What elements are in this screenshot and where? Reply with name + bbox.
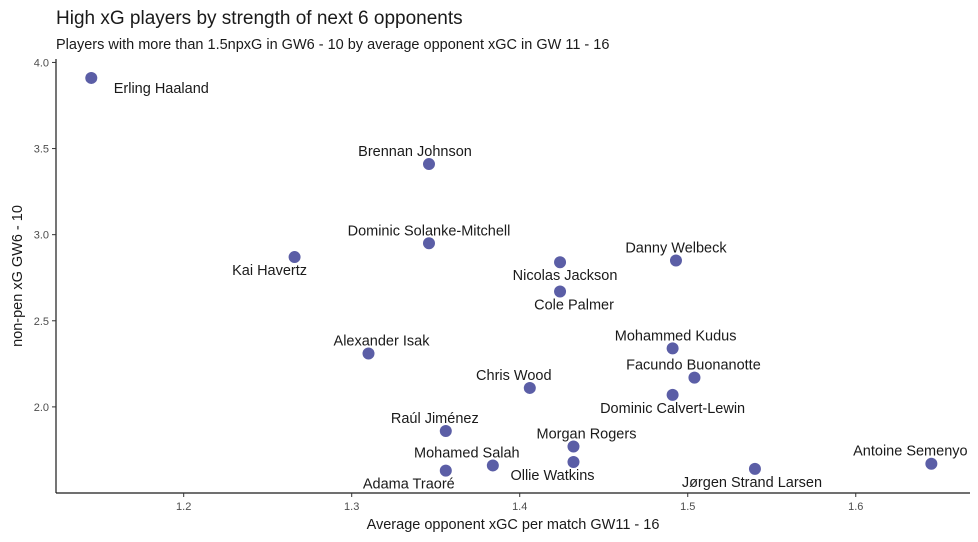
y-tick-label: 2.5	[34, 316, 49, 328]
chart-title: High xG players by strength of next 6 op…	[56, 8, 463, 29]
data-point	[439, 464, 452, 477]
point-label: Antoine Semenyo	[853, 444, 967, 460]
data-point	[925, 457, 938, 470]
data-point	[523, 381, 536, 394]
point-label: Morgan Rogers	[537, 427, 637, 443]
data-point	[422, 237, 435, 250]
point-label: Brennan Johnson	[358, 144, 472, 160]
data-point	[666, 342, 679, 355]
x-tick-label: 1.6	[848, 501, 863, 513]
y-tick-label: 2.0	[34, 402, 49, 414]
point-label: Mohamed Salah	[414, 445, 520, 461]
data-points	[85, 71, 938, 477]
data-point	[422, 158, 435, 171]
data-point	[288, 251, 301, 264]
y-tick-label: 3.5	[34, 144, 49, 156]
x-tick-label: 1.5	[680, 501, 695, 513]
point-label: Facundo Buonanotte	[626, 358, 761, 374]
point-label: Cole Palmer	[534, 298, 614, 314]
point-label: Raúl Jiménez	[391, 411, 479, 427]
data-point	[554, 285, 567, 298]
y-axis-ticks: 2.0 2.5 3.0 3.5 4.0	[34, 57, 56, 414]
data-point	[362, 347, 375, 360]
x-axis-ticks: 1.2 1.3 1.4 1.5 1.6	[176, 493, 863, 513]
y-tick-label: 3.0	[34, 230, 49, 242]
data-point	[486, 459, 499, 472]
point-label: Danny Welbeck	[625, 241, 727, 257]
point-label: Ollie Watkins	[510, 468, 594, 484]
x-tick-label: 1.2	[176, 501, 191, 513]
data-point	[688, 371, 701, 384]
chart-subtitle: Players with more than 1.5npxG in GW6 - …	[56, 37, 609, 53]
point-label: Kai Havertz	[232, 263, 307, 279]
data-point	[666, 388, 679, 401]
y-tick-label: 4.0	[34, 57, 49, 69]
y-axis-title: non-pen xG GW6 - 10	[10, 205, 26, 347]
point-label: Adama Traoré	[363, 477, 455, 493]
point-label: Chris Wood	[476, 368, 551, 384]
point-label: Dominic Solanke-Mitchell	[348, 223, 511, 239]
point-labels: Erling Haaland Brennan Johnson Dominic Sol…	[114, 81, 968, 493]
data-point	[748, 462, 761, 475]
point-label: Erling Haaland	[114, 81, 209, 97]
data-point	[567, 440, 580, 453]
data-point	[554, 256, 567, 269]
x-axis-title: Average opponent xGC per match GW11 - 16	[367, 517, 660, 533]
point-label: Jørgen Strand Larsen	[682, 475, 822, 491]
x-tick-label: 1.4	[512, 501, 527, 513]
point-label: Nicolas Jackson	[513, 268, 618, 284]
data-point	[567, 456, 580, 468]
point-label: Alexander Isak	[334, 334, 431, 350]
data-point	[85, 71, 98, 84]
point-label: Mohammed Kudus	[615, 328, 737, 344]
data-point	[439, 425, 452, 437]
x-tick-label: 1.3	[344, 501, 359, 513]
point-label: Dominic Calvert-Lewin	[600, 401, 745, 417]
data-point	[669, 254, 682, 267]
